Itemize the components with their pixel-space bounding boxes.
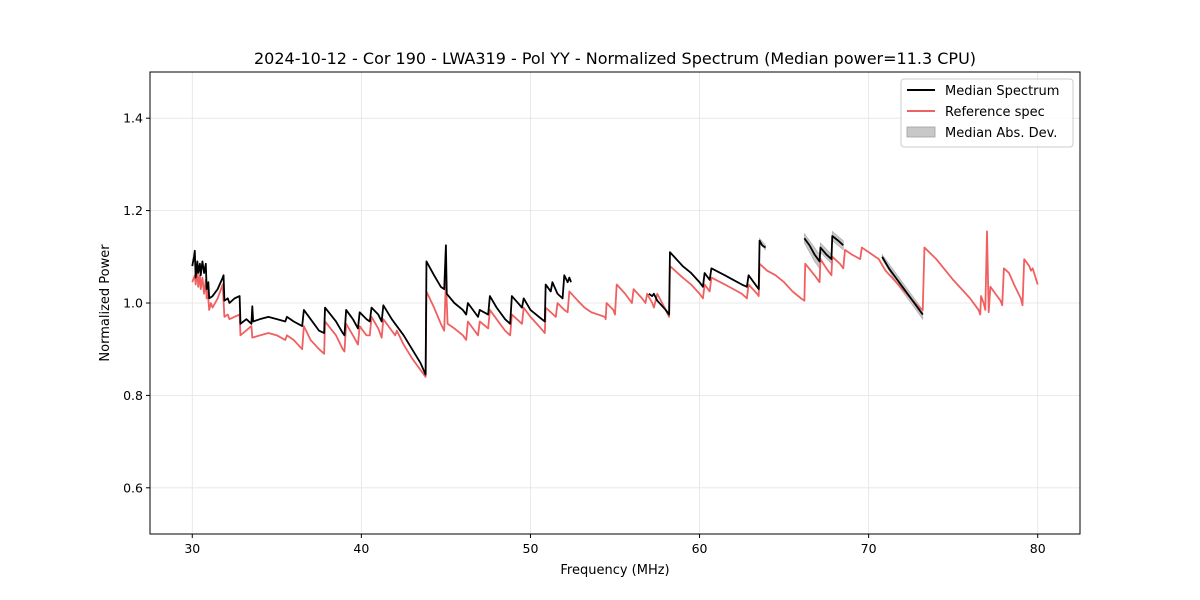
y-tick-label: 1.0 xyxy=(123,296,143,311)
x-tick-label: 40 xyxy=(353,541,369,556)
x-axis-label: Frequency (MHz) xyxy=(560,563,669,578)
y-tick-label: 0.8 xyxy=(123,388,143,403)
series-line-median-spectrum xyxy=(881,256,924,316)
x-axis: 30 40 50 60 70 80 xyxy=(184,534,1046,556)
y-axis-label: Normalized Power xyxy=(98,244,113,362)
series-line-median-spectrum xyxy=(648,239,766,316)
x-tick-label: 70 xyxy=(861,541,877,556)
chart-title: 2024-10-12 - Cor 190 - LWA319 - Pol YY -… xyxy=(254,49,976,68)
x-tick-label: 30 xyxy=(184,541,200,556)
legend: Median Spectrum Reference spec Median Ab… xyxy=(900,78,1074,148)
y-tick-label: 1.4 xyxy=(123,111,143,126)
y-tick-label: 0.6 xyxy=(123,480,143,495)
x-tick-label: 50 xyxy=(523,541,539,556)
x-tick-label: 60 xyxy=(692,541,708,556)
y-tick-label: 1.2 xyxy=(123,203,143,218)
x-tick-label: 80 xyxy=(1030,541,1046,556)
legend-label-median-spectrum: Median Spectrum xyxy=(945,84,1059,99)
series-layer xyxy=(191,230,1039,378)
legend-label-median-abs-dev: Median Abs. Dev. xyxy=(945,126,1057,141)
series-line-reference-spec xyxy=(191,230,1039,378)
y-axis: 0.6 0.8 1.0 1.2 1.4 xyxy=(123,111,150,495)
legend-label-reference-spec: Reference spec xyxy=(945,105,1045,120)
series-line-median-spectrum xyxy=(191,244,572,376)
series-line-median-spectrum xyxy=(803,235,844,263)
legend-box xyxy=(900,78,1074,148)
legend-swatch-median-abs-dev xyxy=(906,126,936,138)
